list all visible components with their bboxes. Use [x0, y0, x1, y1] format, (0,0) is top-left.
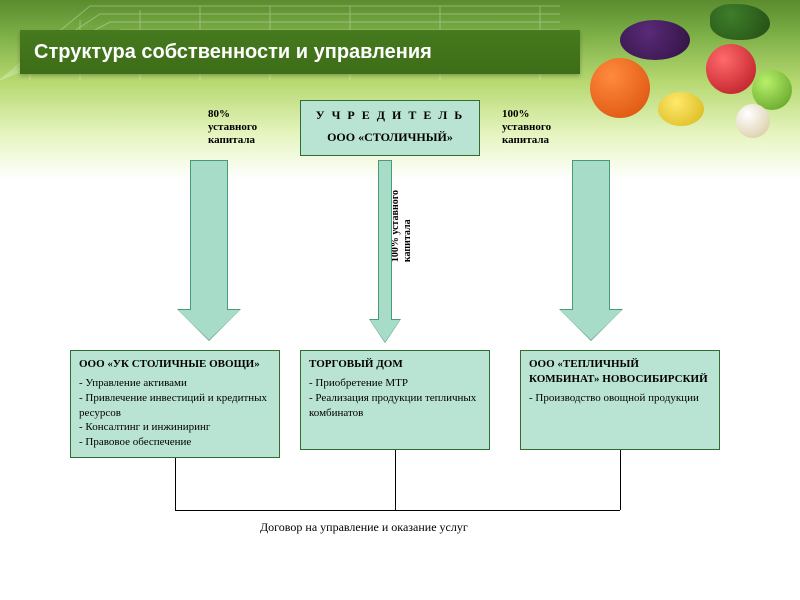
share-label-middle: 100% уставного капитала: [390, 190, 414, 262]
node-title: ТОРГОВЫЙ ДОМ: [309, 357, 481, 372]
footer-label: Договор на управление и оказание услуг: [260, 520, 468, 535]
founder-line1: У Ч Р Е Д И Т Е Л Ь: [309, 107, 471, 123]
node-title: ООО «УК СТОЛИЧНЫЕ ОВОЩИ»: [79, 357, 271, 372]
node-item: Приобретение МТР: [309, 376, 481, 391]
node-item: Производство овощной продукции: [529, 391, 711, 406]
share-label-left: 80% уставного капитала: [208, 108, 257, 148]
node-uk-ovoshi: ООО «УК СТОЛИЧНЫЕ ОВОЩИ» Управление акти…: [70, 350, 280, 458]
diagram-canvas: У Ч Р Е Д И Т Е Л Ь ООО «СТОЛИЧНЫЙ» 80% …: [0, 0, 800, 600]
node-title: ООО «ТЕПЛИЧНЫЙ КОМБИНАТ» НОВОСИБИРСКИЙ: [529, 357, 711, 387]
node-items: Управление активамиПривлечение инвестици…: [79, 376, 271, 450]
node-item: Реализация продукции тепличных комбинато…: [309, 391, 481, 421]
founder-line2: ООО «СТОЛИЧНЫЙ»: [309, 129, 471, 145]
node-torgovy-dom: ТОРГОВЫЙ ДОМ Приобретение МТРРеализация …: [300, 350, 490, 450]
node-item: Консалтинг и инжиниринг: [79, 420, 271, 435]
node-item: Правовое обеспечение: [79, 435, 271, 450]
node-items: Приобретение МТРРеализация продукции теп…: [309, 376, 481, 421]
share-label-right: 100% уставного капитала: [502, 108, 551, 148]
node-item: Управление активами: [79, 376, 271, 391]
node-founder: У Ч Р Е Д И Т Е Л Ь ООО «СТОЛИЧНЫЙ»: [300, 100, 480, 156]
node-teplichny: ООО «ТЕПЛИЧНЫЙ КОМБИНАТ» НОВОСИБИРСКИЙ П…: [520, 350, 720, 450]
node-items: Производство овощной продукции: [529, 391, 711, 406]
node-item: Привлечение инвестиций и кредитных ресур…: [79, 391, 271, 421]
